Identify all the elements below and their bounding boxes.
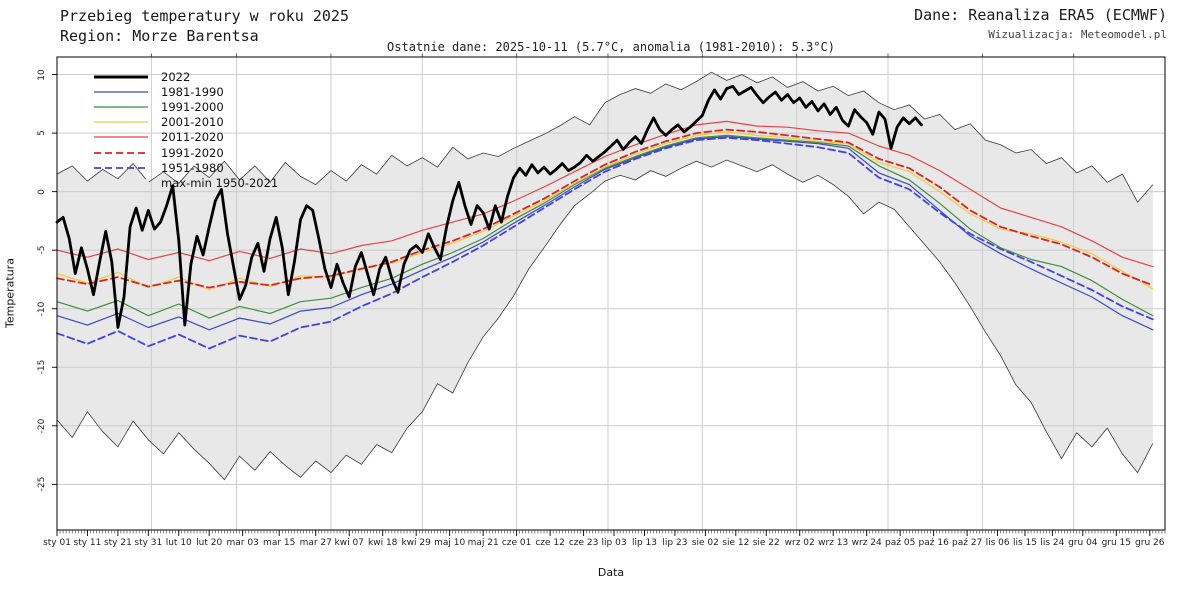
series-2022 (55, 84, 923, 329)
series-1981-1990 (56, 136, 1154, 331)
visualization-credit: Wizualizacja: Meteomodel.pl (988, 28, 1167, 41)
y-tick-label: -5 (37, 245, 47, 255)
legend-line-swatch (94, 136, 148, 138)
legend-line-swatch (94, 121, 148, 123)
x-tick-label: sie 12 (722, 538, 750, 548)
x-tick-label: wrz 13 (818, 538, 849, 548)
y-tick-label: 5 (37, 130, 47, 136)
data-source-label: Dane: Reanaliza ERA5 (ECMWF) (914, 6, 1167, 24)
x-tick-label: cze 23 (568, 538, 599, 548)
x-tick-label: sty 31 (134, 538, 163, 548)
x-tick-label: lut 20 (196, 538, 223, 548)
legend-line-swatch (94, 106, 148, 108)
legend-line-swatch (94, 166, 148, 169)
y-tick-label: 0 (37, 188, 47, 195)
y-tick-label: -20 (37, 418, 47, 434)
x-tick-label: gru 26 (1135, 538, 1165, 548)
chart-region-subtitle: Region: Morze Barentsa (60, 27, 259, 45)
x-tick-label: kwi 29 (401, 538, 431, 548)
x-tick-label: gru 04 (1068, 538, 1098, 548)
x-axis-title: Data (597, 566, 625, 579)
last-data-subtitle: Ostatnie dane: 2025-10-11 (5.7°C, anomal… (387, 40, 835, 54)
legend-item: 2001-2010 (92, 115, 278, 130)
legend-item: 2022 (92, 69, 278, 84)
x-tick-label: lip 03 (601, 538, 627, 548)
chart-legend: 2022 1981-1990 1991-2000 2001-2010 2011-2020… (92, 69, 278, 191)
x-tick-label: sty 11 (73, 538, 102, 548)
chart-title: Przebieg temperatury w roku 2025 (60, 7, 349, 25)
x-tick-label: paź 16 (918, 538, 949, 548)
title-block: Przebieg temperatury w roku 2025 Region:… (60, 6, 349, 46)
x-tick-label: lis 06 (985, 538, 1010, 548)
y-tick-label: -25 (37, 476, 47, 492)
y-tick-label: -10 (37, 301, 47, 317)
band-min-edge (56, 159, 1154, 481)
legend-patch-swatch (93, 178, 149, 187)
x-tick-label: wrz 02 (784, 538, 815, 548)
x-tick-label: paź 27 (952, 538, 983, 548)
legend-item: 1991-2020 (92, 145, 278, 160)
x-tick-label: sie 22 (752, 538, 780, 548)
legend-label: 1991-2000 (161, 99, 224, 114)
x-tick-label: maj 10 (434, 538, 466, 548)
x-tick-label: paź 05 (885, 538, 916, 548)
x-tick-label: mar 27 (299, 538, 332, 548)
x-tick-label: lip 13 (631, 538, 657, 548)
x-tick-label: lis 24 (1040, 538, 1065, 548)
x-tick-label: mar 15 (263, 538, 296, 548)
x-tick-label: lut 10 (165, 538, 192, 548)
series-2011-2020 (56, 120, 1154, 268)
x-tick-label: maj 21 (467, 538, 499, 548)
x-tick-label: sty 01 (43, 538, 71, 548)
series-1991-2000 (56, 134, 1154, 319)
x-tick-label: mar 03 (226, 538, 259, 548)
legend-label: 2022 (161, 69, 191, 84)
x-tick-label: sie 02 (691, 538, 719, 548)
legend-item: 1991-2000 (92, 99, 278, 114)
x-tick-label: cze 01 (501, 538, 532, 548)
x-tick-label: gru 15 (1101, 538, 1131, 548)
legend-line-swatch (94, 91, 148, 93)
x-tick-label: kwi 18 (368, 538, 398, 548)
y-tick-label: 10 (37, 68, 47, 81)
x-tick-label: lip 23 (662, 538, 688, 548)
x-tick-label: sty 21 (103, 538, 132, 548)
y-axis-title: Temperatura (3, 258, 17, 328)
band-max-edge (56, 71, 1154, 203)
legend-label: 1951-1980 (161, 160, 224, 175)
legend-label: 1991-2020 (161, 145, 224, 160)
series-1951-1980 (56, 136, 1154, 350)
x-tick-label: lis 15 (1012, 538, 1037, 548)
legend-label: max-min 1950-2021 (161, 175, 279, 190)
legend-item: 1981-1990 (92, 84, 278, 99)
x-tick-label: wrz 24 (851, 538, 882, 548)
x-tick-label: kwi 07 (334, 538, 364, 548)
legend-label: 2001-2010 (161, 115, 224, 130)
legend-line-swatch (94, 75, 148, 79)
legend-item: max-min 1950-2021 (92, 175, 278, 190)
legend-item: 1951-1980 (92, 160, 278, 175)
legend-label: 2011-2020 (161, 130, 224, 145)
source-block: Dane: Reanaliza ERA5 (ECMWF) Wizualizacj… (914, 6, 1167, 41)
series-2001-2010 (56, 131, 1154, 291)
legend-label: 1981-1990 (161, 84, 224, 99)
x-tick-label: cze 12 (535, 538, 565, 548)
series-1991-2020 (56, 128, 1154, 289)
legend-item: 2011-2020 (92, 130, 278, 145)
legend-line-swatch (94, 151, 148, 154)
y-tick-label: -15 (37, 359, 47, 375)
